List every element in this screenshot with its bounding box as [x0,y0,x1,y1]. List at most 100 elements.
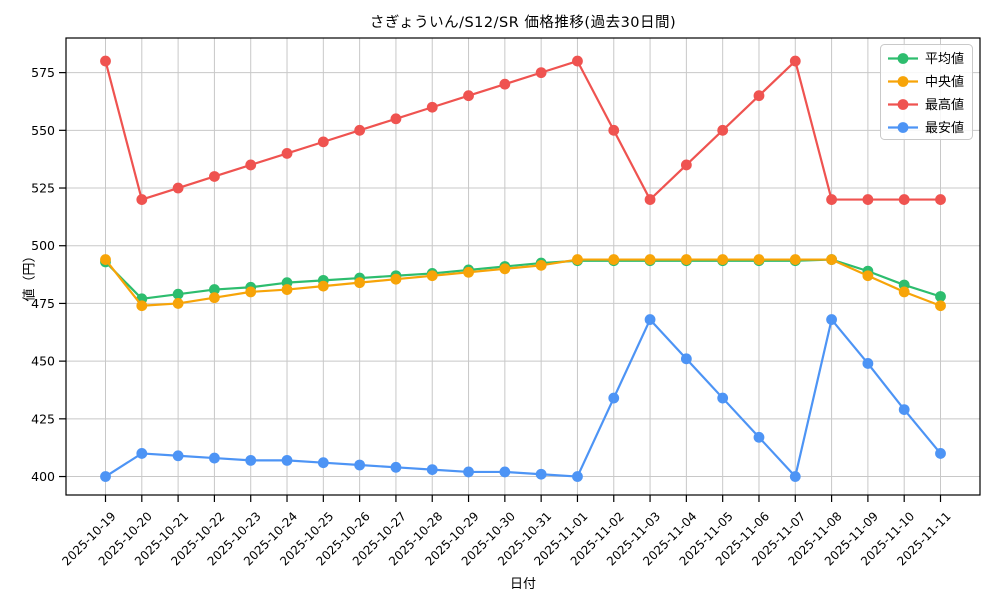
data-point-median [136,300,148,312]
legend-item-maximum: 最高値 [888,97,964,113]
data-point-minimum [426,464,438,476]
data-point-minimum [136,448,148,459]
data-point-minimum [862,358,874,369]
data-point-minimum [572,471,583,482]
legend-item-median: 中央値 [888,74,964,90]
y-tick-label: 550 [31,123,55,138]
data-point-maximum [209,171,220,182]
legend-marker-maximum-icon [897,99,909,110]
data-point-maximum [680,159,692,171]
series-line-maximum [104,59,941,201]
data-point-median [717,254,729,265]
data-point-maximum [753,90,765,102]
data-point-median [463,266,474,278]
data-point-median [499,263,511,275]
data-point-median [898,286,910,298]
data-point-minimum [717,392,729,404]
data-point-median [172,298,184,309]
data-point-maximum [100,55,111,67]
y-tick-label: 525 [31,181,55,196]
data-point-minimum [753,431,765,443]
data-point-minimum [608,392,620,404]
legend-box [880,44,973,140]
legend-marker-minimum-icon [897,122,909,133]
y-tick-label: 425 [31,411,55,426]
data-point-median [100,254,111,265]
data-point-maximum [935,194,946,205]
data-point-median [209,292,220,304]
x-axis-label: 日付 [509,577,537,592]
data-point-maximum [717,124,729,136]
data-point-maximum [354,124,366,136]
data-point-minimum [463,466,474,478]
data-point-median [826,254,837,265]
data-point-minimum [898,404,910,416]
legend-label: 中央値 [925,74,964,90]
data-point-maximum [862,194,874,205]
data-point-median [862,270,874,282]
plot-border [65,37,981,496]
data-point-minimum [499,466,511,478]
legend-label: 最安値 [925,120,964,136]
data-point-minimum [317,457,329,469]
data-point-maximum [499,78,511,90]
data-point-maximum [644,194,656,205]
data-point-minimum [390,461,402,473]
data-point-median [753,254,765,265]
data-point-maximum [136,194,148,205]
series-line-minimum [104,318,942,478]
data-point-median [245,286,257,298]
series-line-median [104,258,941,307]
data-point-maximum [172,182,184,194]
data-point-median [935,300,946,312]
legend-item-average: 平均値 [888,51,964,67]
legend-marker-median-icon [897,76,909,87]
series-line-average [104,258,941,300]
data-point-minimum [245,454,257,466]
data-point-maximum [535,67,547,79]
y-tick-label: 500 [31,238,55,253]
data-point-minimum [209,452,220,464]
y-tick-label: 450 [31,354,55,369]
y-tick-label: 400 [31,469,55,484]
data-point-median [644,254,656,265]
data-point-average [209,284,220,295]
data-point-average [935,291,946,302]
legend-marker-average-icon [897,53,909,64]
legend-label: 最高値 [925,97,964,113]
data-point-minimum [281,454,293,466]
data-point-maximum [898,194,910,205]
data-point-minimum [354,459,366,471]
data-point-maximum [572,55,583,67]
data-point-average [172,288,184,300]
data-point-minimum [100,471,111,482]
data-point-maximum [789,55,801,67]
data-point-median [426,270,438,282]
data-point-maximum [826,194,837,205]
y-tick-label: 575 [31,65,55,80]
data-point-maximum [317,136,329,148]
data-point-median [354,277,366,289]
data-point-minimum [644,314,656,325]
data-point-median [390,273,402,285]
data-point-median [572,254,583,265]
data-point-maximum [463,90,474,102]
data-point-minimum [535,468,547,480]
data-point-median [789,254,801,265]
data-point-median [535,259,547,271]
data-point-minimum [935,448,946,459]
y-tick-label: 475 [31,296,55,311]
data-point-maximum [390,113,402,125]
legend-label: 平均値 [925,51,964,67]
data-point-median [608,254,620,265]
data-point-median [317,280,329,292]
data-point-minimum [789,471,801,482]
data-point-minimum [680,353,692,365]
data-point-maximum [608,124,620,136]
data-point-maximum [245,159,257,171]
data-point-maximum [281,148,293,159]
data-point-median [680,254,692,265]
